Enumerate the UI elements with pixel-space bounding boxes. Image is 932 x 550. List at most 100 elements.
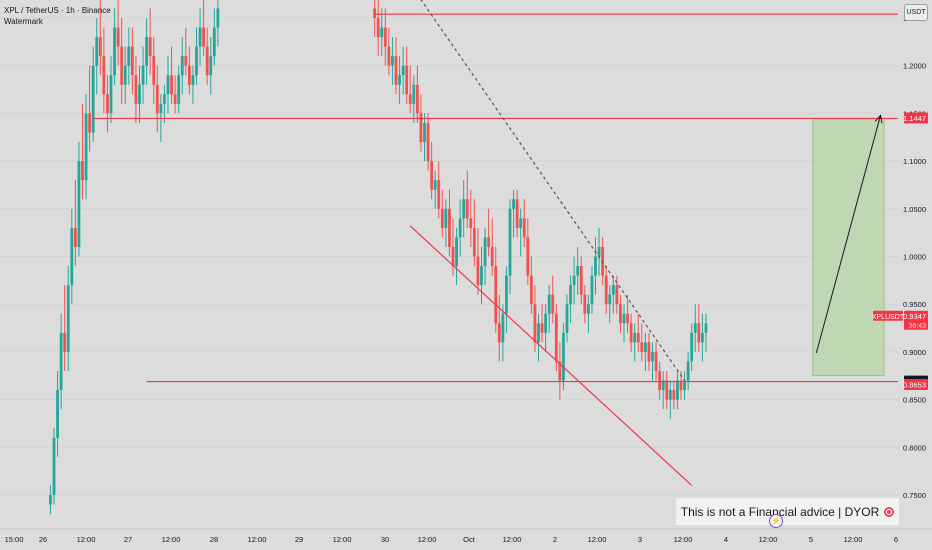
candle-body <box>81 161 84 181</box>
candle <box>640 323 644 362</box>
candle <box>647 332 651 371</box>
candle <box>134 56 138 123</box>
candle-body <box>615 285 619 305</box>
candle-body <box>572 275 576 286</box>
candle-body <box>487 237 491 247</box>
candle-body <box>59 332 63 391</box>
x-tick-label: 2 <box>553 535 557 544</box>
candle-body <box>187 65 191 85</box>
candle <box>565 294 569 343</box>
projection-arrowhead <box>874 114 883 124</box>
candle <box>558 342 562 400</box>
candle <box>120 18 124 104</box>
candle <box>661 370 665 410</box>
candle <box>415 65 419 123</box>
candle-body <box>668 390 672 400</box>
candle <box>155 65 159 133</box>
candle-body <box>102 56 106 95</box>
y-tick-label: 1.2000 <box>903 62 926 71</box>
x-tick-label: 4 <box>724 535 728 544</box>
candle-body <box>180 56 184 76</box>
candle <box>693 304 697 352</box>
candle-body <box>383 27 387 47</box>
candle <box>145 18 149 85</box>
candle-body <box>152 56 156 85</box>
x-tick-label: 3 <box>638 535 642 544</box>
candle <box>586 294 590 333</box>
candle-body <box>98 37 102 57</box>
candle-body <box>109 75 113 114</box>
price-tag <box>904 310 928 330</box>
candle <box>77 142 81 257</box>
bolt-icon[interactable]: ⚡ <box>769 514 783 528</box>
candle <box>426 113 430 171</box>
projection-arrow <box>815 115 881 353</box>
candle-body <box>130 46 134 76</box>
candle-body <box>415 84 419 114</box>
candle <box>668 380 672 419</box>
candle <box>551 275 555 324</box>
candle <box>387 27 391 76</box>
candle-body <box>633 332 637 343</box>
candle-body <box>683 380 686 391</box>
candle-body <box>451 246 455 267</box>
candle-body <box>73 227 77 247</box>
candle-body <box>380 27 384 38</box>
candle <box>198 8 202 66</box>
candle-body <box>465 199 469 219</box>
candle-body <box>526 237 530 276</box>
candle <box>576 246 580 295</box>
candle <box>180 37 184 95</box>
candle <box>430 142 434 200</box>
candle <box>123 46 127 104</box>
candle <box>195 27 198 85</box>
price-symbol-text: XPLUSDT <box>872 314 905 321</box>
candle <box>419 94 423 152</box>
candle-body <box>512 199 515 209</box>
candle-body <box>472 227 476 257</box>
candle <box>398 56 401 104</box>
candle-body <box>579 266 583 295</box>
candle <box>619 294 622 333</box>
candle <box>462 180 466 238</box>
target-zone <box>812 118 885 377</box>
x-tick-label: 12:00 <box>77 535 96 544</box>
candle-body <box>558 361 562 381</box>
candle-body <box>533 304 537 343</box>
price-countdown: 36:43 <box>908 323 926 330</box>
candle-body <box>163 94 166 104</box>
candle-body <box>387 46 391 66</box>
candle <box>109 56 113 123</box>
x-tick-label: Oct <box>463 535 476 544</box>
candle-body <box>209 56 213 76</box>
candles <box>49 0 708 515</box>
currency-button[interactable]: USDT <box>904 4 928 21</box>
candle-body <box>686 361 690 381</box>
candle <box>579 256 583 305</box>
candle <box>209 37 213 95</box>
candle-body <box>134 75 138 104</box>
candle-body <box>376 18 380 38</box>
candle <box>508 199 512 295</box>
candle <box>130 27 134 95</box>
candle-body <box>622 313 626 324</box>
candle <box>141 46 145 104</box>
candle <box>102 27 106 114</box>
candle-body <box>658 370 662 391</box>
candle-body <box>494 266 498 324</box>
x-tick-label: 27 <box>124 535 132 544</box>
candle-body <box>672 390 676 400</box>
candle-body <box>597 246 601 257</box>
y-tick-label: 0.9000 <box>903 348 926 357</box>
candle <box>187 46 191 95</box>
symbol-title[interactable]: XPL / TetherUS · 1h · Binance <box>4 6 111 15</box>
price-symbol-tag <box>873 310 903 321</box>
y-tick-label: 0.8500 <box>903 396 926 405</box>
candle <box>676 370 679 410</box>
candle <box>73 180 77 267</box>
candle-body <box>469 218 473 228</box>
candle-body <box>56 390 59 438</box>
candle <box>529 256 533 314</box>
